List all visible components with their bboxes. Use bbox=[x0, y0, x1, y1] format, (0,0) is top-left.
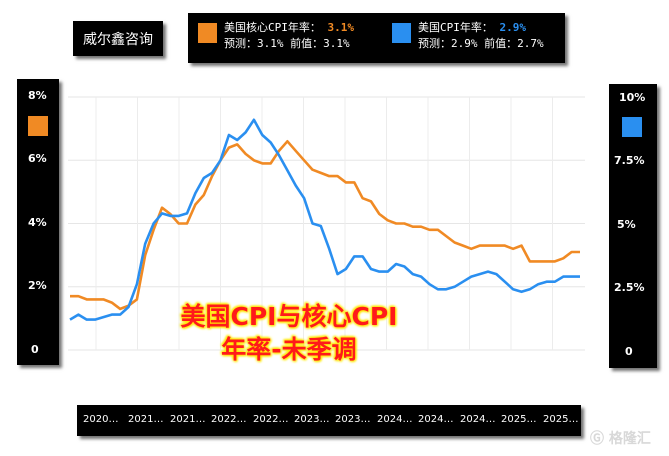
right-tick-label: 0 bbox=[625, 345, 633, 358]
series-line-cpi bbox=[69, 118, 580, 321]
x-tick-label: 2024… bbox=[460, 414, 496, 425]
legend-core-forecast-prev: 预测：3.1% 前值：3.1% bbox=[224, 37, 350, 50]
core-cpi-swatch-icon bbox=[198, 23, 217, 43]
left-y-axis: 8% 6% 4% 2% 0 bbox=[17, 79, 59, 365]
left-tick-label: 4% bbox=[28, 216, 47, 229]
source-label-box: 威尔鑫咨询 bbox=[73, 21, 163, 56]
left-axis-swatch-icon bbox=[28, 116, 48, 136]
x-tick-label: 2020… bbox=[83, 414, 119, 425]
x-tick-label: 2025… bbox=[543, 414, 579, 425]
series-layer bbox=[69, 118, 580, 321]
right-y-axis: 10% 7.5% 5% 2.5% 0 bbox=[609, 84, 657, 368]
x-tick-label: 2023… bbox=[294, 414, 330, 425]
chart-title-line-1: 美国CPI与核心CPI bbox=[180, 302, 398, 331]
legend-core-value: 3.1% bbox=[327, 21, 355, 34]
x-tick-label: 2021… bbox=[170, 414, 206, 425]
watermark-text: 格隆汇 bbox=[608, 431, 651, 447]
x-tick-label: 2021… bbox=[128, 414, 164, 425]
series-line-core-cpi bbox=[70, 140, 580, 311]
legend-cpi-value: 2.9% bbox=[499, 21, 527, 34]
cpi-swatch-icon bbox=[392, 23, 411, 43]
watermark-logo-icon: Ⓖ bbox=[590, 431, 604, 447]
right-axis-swatch-icon bbox=[622, 117, 642, 137]
right-tick-label: 7.5% bbox=[614, 154, 645, 167]
x-tick-label: 2024… bbox=[418, 414, 454, 425]
left-tick-label: 6% bbox=[28, 152, 47, 165]
x-tick-label: 2023… bbox=[335, 414, 371, 425]
x-tick-label: 2024… bbox=[377, 414, 413, 425]
left-tick-label: 8% bbox=[28, 89, 47, 102]
legend-core-name: 美国核心CPI年率： bbox=[224, 21, 321, 34]
legend-cpi-name: 美国CPI年率： bbox=[418, 21, 493, 34]
chart-title-line-2: 年率-未季调 bbox=[221, 335, 357, 364]
source-label: 威尔鑫咨询 bbox=[83, 31, 153, 48]
left-tick-label: 0 bbox=[31, 343, 39, 356]
x-tick-label: 2022… bbox=[211, 414, 247, 425]
legend-cpi-forecast-prev: 预测：2.9% 前值：2.7% bbox=[418, 37, 544, 50]
right-tick-label: 10% bbox=[619, 91, 646, 104]
x-tick-label: 2025… bbox=[501, 414, 537, 425]
x-tick-label: 2022… bbox=[253, 414, 289, 425]
watermark: Ⓖ 格隆汇 bbox=[590, 428, 651, 448]
right-tick-label: 5% bbox=[617, 218, 636, 231]
left-tick-label: 2% bbox=[28, 279, 47, 292]
x-axis: 2020… 2021… 2021… 2022… 2022… 2023… 2023… bbox=[77, 405, 581, 436]
legend: 美国核心CPI年率： 3.1% 预测：3.1% 前值：3.1% 美国CPI年率：… bbox=[188, 13, 565, 63]
right-tick-label: 2.5% bbox=[614, 281, 645, 294]
chart-title: 美国CPI与核心CPI 年率-未季调 bbox=[165, 300, 413, 366]
